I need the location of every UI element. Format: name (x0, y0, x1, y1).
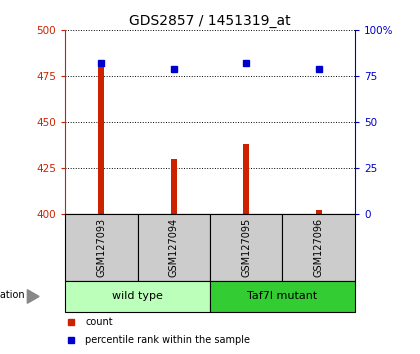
Bar (65, 281, 210, 312)
Text: percentile rank within the sample: percentile rank within the sample (85, 335, 250, 344)
Bar (171, 159, 177, 214)
Text: GSM127096: GSM127096 (314, 218, 324, 278)
Text: count: count (85, 318, 113, 327)
Bar (210, 281, 355, 312)
Title: GDS2857 / 1451319_at: GDS2857 / 1451319_at (129, 14, 291, 28)
Text: Taf7l mutant: Taf7l mutant (247, 291, 318, 302)
Text: GSM127094: GSM127094 (169, 218, 179, 278)
Bar (138, 214, 210, 281)
Bar (65, 214, 138, 281)
Bar (210, 214, 282, 281)
Bar (316, 211, 322, 214)
Bar (243, 144, 249, 214)
Text: GSM127095: GSM127095 (241, 218, 251, 278)
Text: wild type: wild type (112, 291, 163, 302)
Text: genotype/variation: genotype/variation (0, 290, 25, 300)
Bar (282, 214, 355, 281)
FancyArrow shape (27, 290, 39, 303)
Text: GSM127093: GSM127093 (96, 218, 106, 278)
Bar (98, 67, 104, 214)
